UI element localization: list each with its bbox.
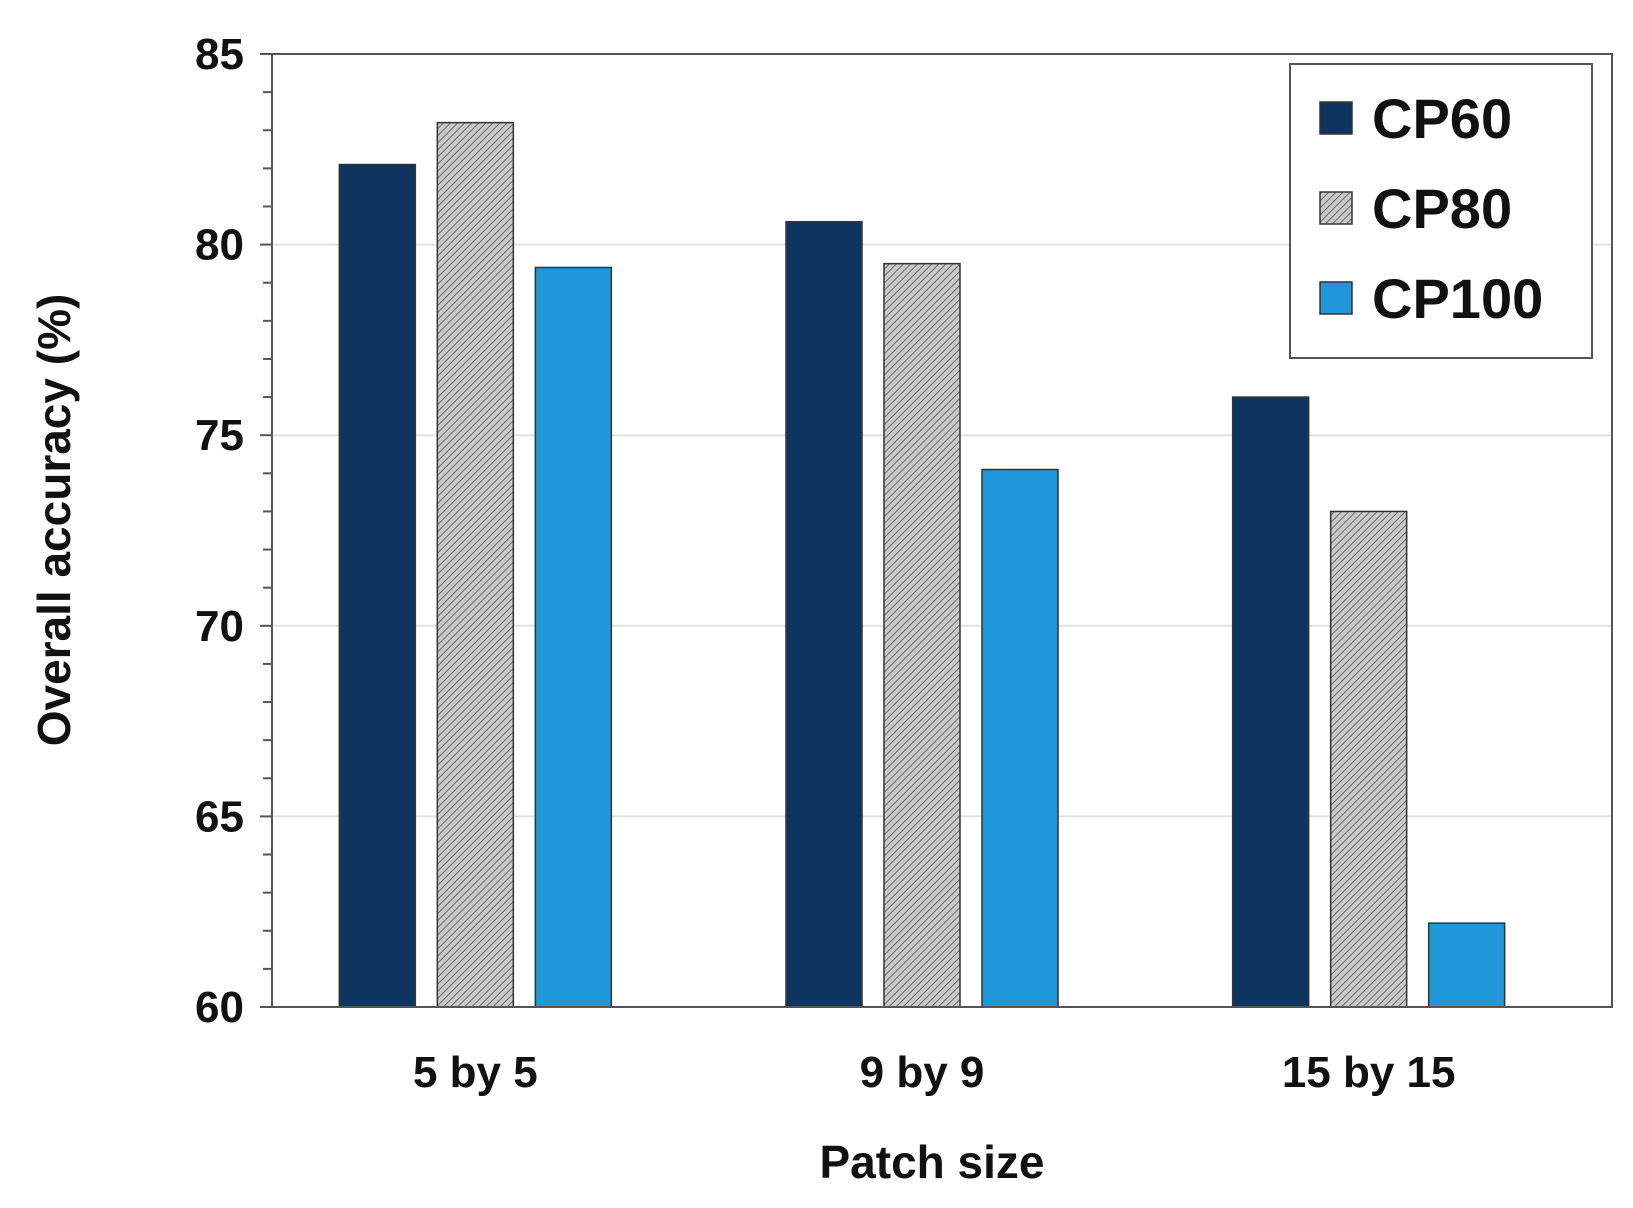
plot-frame	[271, 53, 1613, 1008]
bar-cp60-1	[785, 220, 863, 1008]
bar-cp60-0	[338, 163, 417, 1008]
y-axis-title: Overall accuracy (%)	[28, 294, 80, 747]
legend-swatch-cp80	[1319, 191, 1353, 225]
bar-cp80-0	[436, 121, 515, 1008]
x-axis-title: Patch size	[820, 1136, 1045, 1188]
legend-label-cp100: CP100	[1372, 267, 1543, 330]
y-tick-label: 85	[195, 30, 244, 79]
y-tick-label: 80	[195, 221, 244, 270]
legend-label-cp80: CP80	[1372, 177, 1512, 240]
bar-cp100-0	[534, 266, 613, 1008]
bar-cp80-1	[883, 262, 961, 1008]
tick-labels: 60 65 70 75 80 85 5 by 5 9 by 9 15 by 15	[195, 30, 1455, 1097]
y-tick-label: 60	[195, 983, 244, 1032]
y-tick-label: 75	[195, 411, 244, 460]
bar-cp80-2	[1329, 510, 1408, 1008]
bar-cp100-1	[981, 468, 1059, 1008]
y-tick-label: 70	[195, 602, 244, 651]
legend-swatch-cp100	[1319, 281, 1353, 315]
legend-label-cp60: CP60	[1372, 87, 1512, 150]
legend-swatch-cp60	[1319, 101, 1353, 135]
bars	[338, 121, 1506, 1008]
x-tick-label: 9 by 9	[860, 1048, 985, 1097]
y-tick-label: 65	[195, 792, 244, 841]
legend: CP60 CP80 CP100	[1289, 63, 1593, 359]
x-tick-label: 15 by 15	[1282, 1048, 1456, 1097]
x-tick-label: 5 by 5	[413, 1048, 538, 1097]
bar-cp60-2	[1231, 396, 1310, 1008]
bar-cp100-2	[1427, 922, 1506, 1008]
axes	[260, 53, 1613, 1008]
